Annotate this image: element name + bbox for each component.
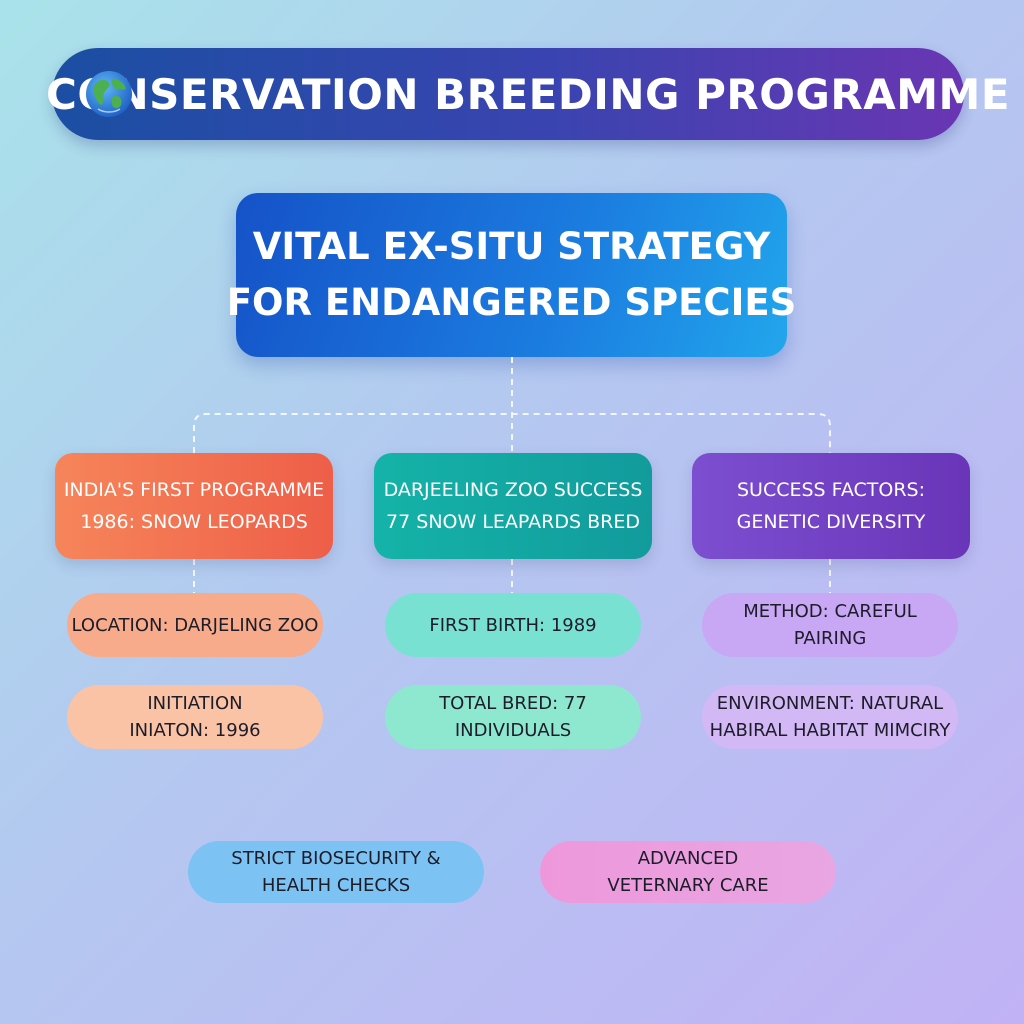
bottom-line: HEALTH CHECKS [261, 875, 411, 896]
detail-environment: ENVIRONMENT: NATURAL HABIRAL HABITAT MIM… [702, 685, 958, 749]
branch-card-success-factors: SUCCESS FACTORS: GENETIC DIVERSITY [692, 453, 970, 559]
bottom-line: ADVANCED [637, 848, 739, 869]
card-line: GENETIC DIVERSITY [736, 511, 926, 533]
detail-first-birth: FIRST BIRTH: 1989 [385, 593, 641, 657]
detail-initiation: INITIATION INIATON: 1996 [67, 685, 323, 749]
detail-line: INDIVIDUALS [454, 720, 572, 741]
hero-box: VITAL EX-SITU STRATEGY FOR ENDANGERED SP… [227, 193, 796, 357]
title-banner: CONSERVATION BREEDING PROGRAMME [46, 48, 1010, 140]
detail-line: TOTAL BRED: 77 [439, 693, 587, 714]
card-line: DARJEELING ZOO SUCCESS [383, 479, 643, 501]
bottom-line: VETERNARY CARE [607, 875, 769, 896]
detail-method: METHOD: CAREFUL PAIRING [702, 593, 958, 657]
globe-icon [86, 71, 132, 117]
card-line: SUCCESS FACTORS: [736, 479, 925, 501]
detail-line: FIRST BIRTH: 1989 [429, 614, 597, 636]
card-line: INDIA'S FIRST PROGRAMME [63, 479, 325, 501]
biosecurity-pill: STRICT BIOSECURITY & HEALTH CHECKS [188, 841, 484, 903]
hero-line: VITAL EX-SITU STRATEGY [252, 225, 771, 268]
detail-line: INIATON: 1996 [129, 720, 261, 741]
detail-line: HABIRAL HABITAT MIMCIRY [709, 720, 951, 741]
branch-card-darjeeling-zoo-success: DARJEELING ZOO SUCCESS 77 SNOW LEAPARDS … [374, 453, 652, 559]
detail-line: LOCATION: DARJELING ZOO [71, 614, 319, 636]
card-line: 77 SNOW LEAPARDS BRED [386, 511, 640, 533]
detail-line: PAIRING [793, 628, 867, 649]
veterinary-care-pill: ADVANCED VETERNARY CARE [540, 841, 836, 903]
detail-total-bred: TOTAL BRED: 77 INDIVIDUALS [385, 685, 641, 749]
detail-line: ENVIRONMENT: NATURAL [716, 693, 944, 714]
page-title: CONSERVATION BREEDING PROGRAMME [46, 69, 1011, 119]
detail-line: METHOD: CAREFUL [743, 601, 917, 622]
detail-location: LOCATION: DARJELING ZOO [67, 593, 323, 657]
card-line: 1986: SNOW LEOPARDS [80, 511, 308, 533]
hero-to-branches-connector [193, 413, 831, 453]
hero-line: FOR ENDANGERED SPECIES [226, 281, 797, 324]
branch-card-india-first-programme: INDIA'S FIRST PROGRAMME 1986: SNOW LEOPA… [55, 453, 333, 559]
bottom-line: STRICT BIOSECURITY & [231, 848, 441, 869]
detail-line: INITIATION [147, 693, 243, 714]
